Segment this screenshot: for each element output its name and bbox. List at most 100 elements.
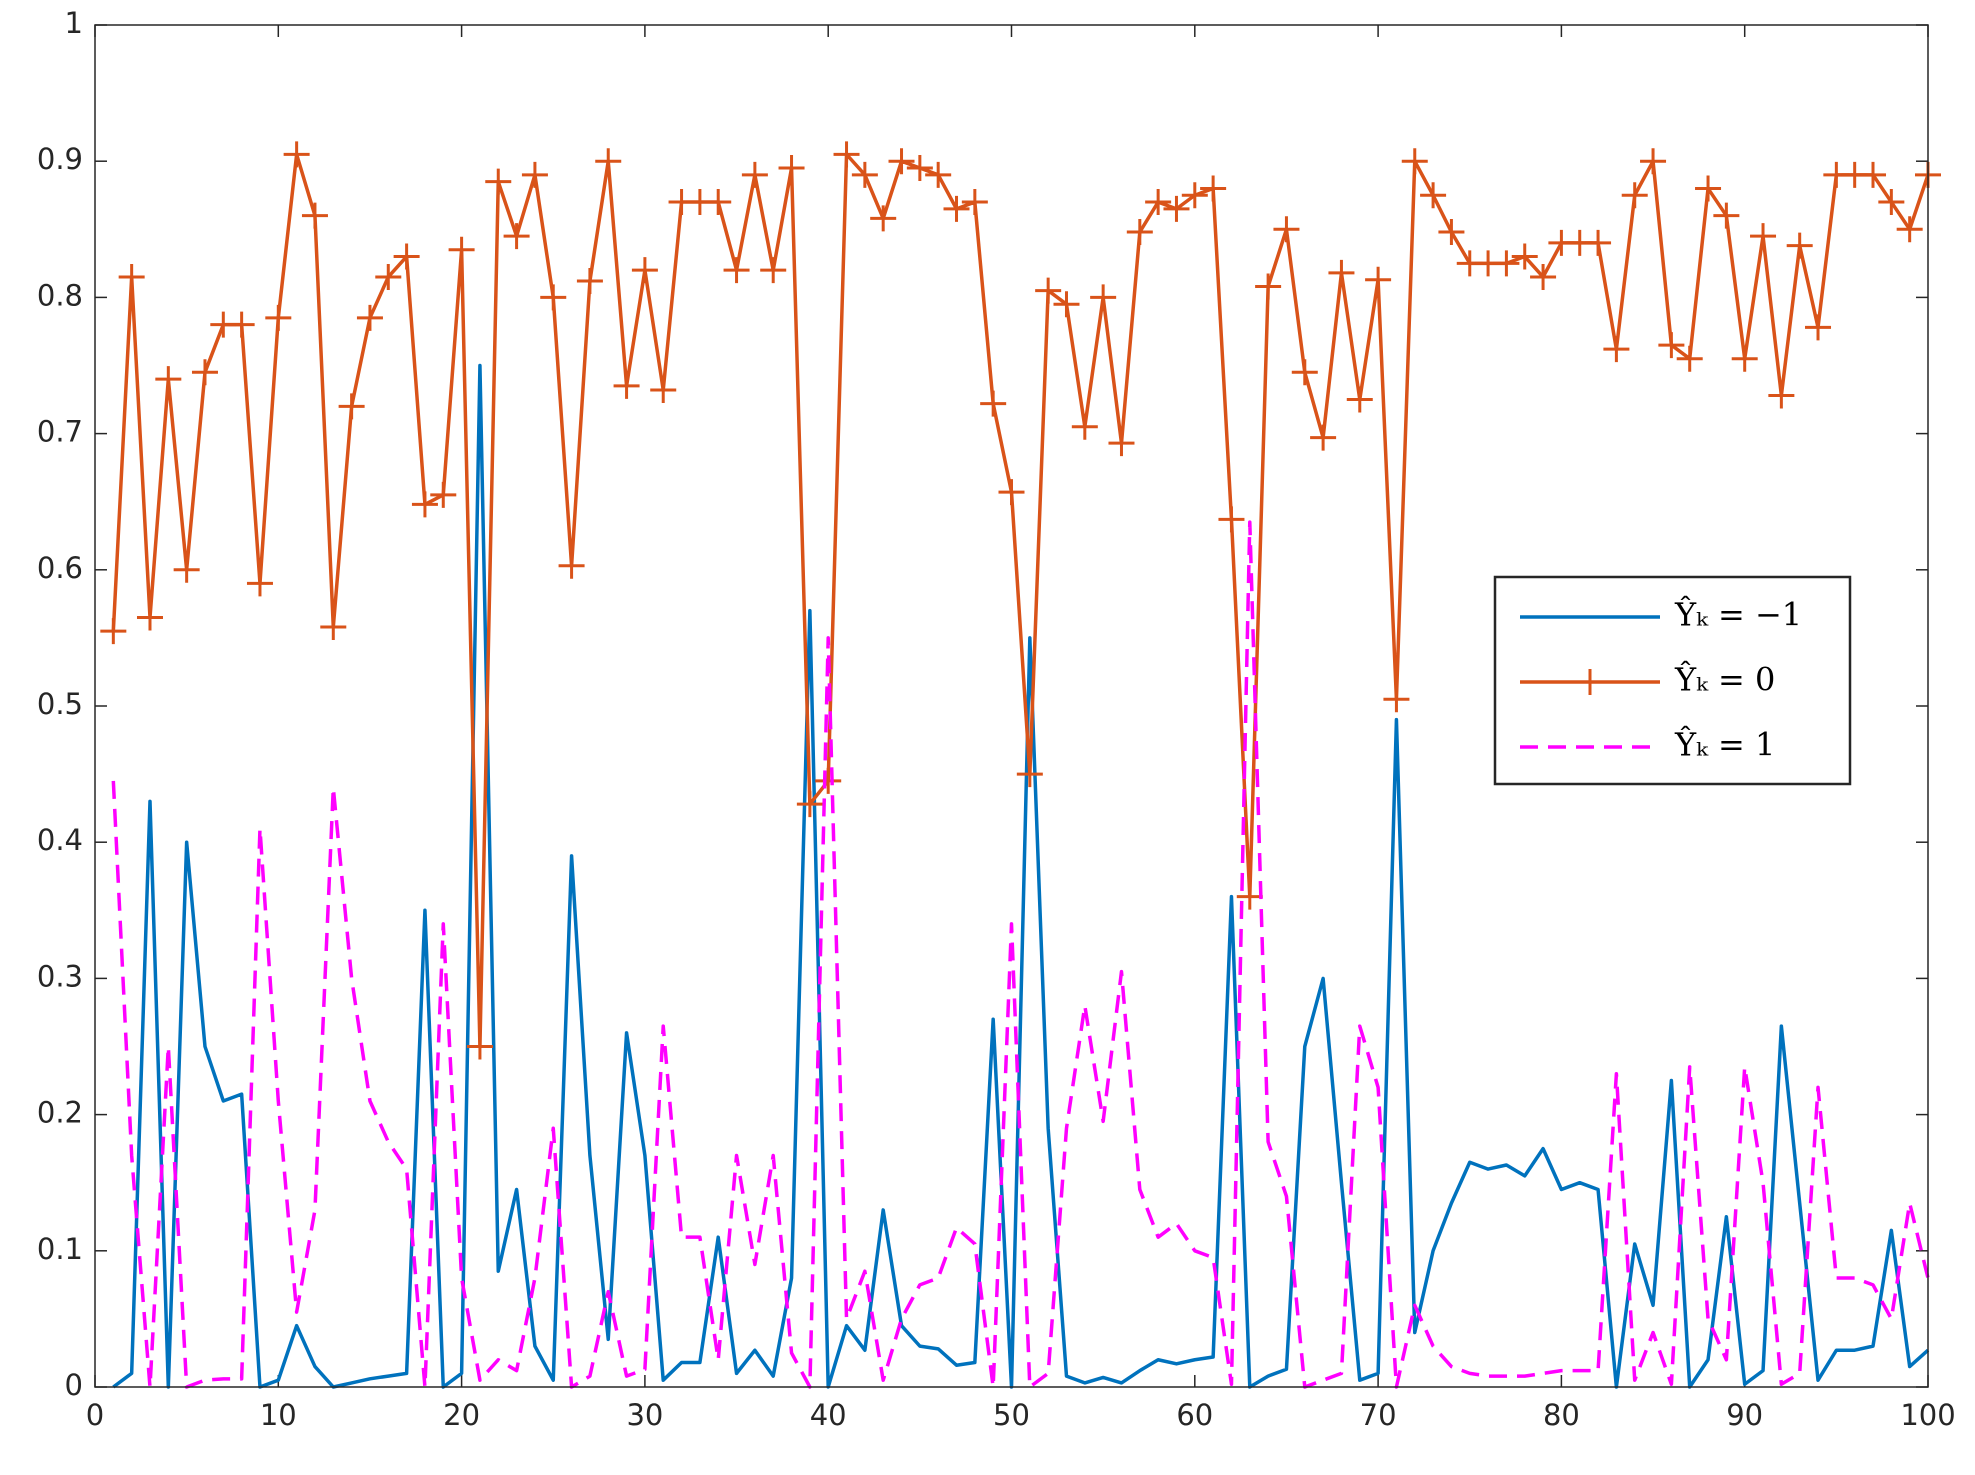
point-marker — [796, 791, 823, 818]
series-line — [111, 520, 1930, 1389]
y-tick-label: 0.2 — [37, 1096, 83, 1130]
x-tick-label: 30 — [626, 1398, 663, 1432]
point-marker — [778, 155, 805, 182]
point-marker — [1365, 266, 1392, 293]
point-marker — [1383, 686, 1410, 713]
y-tick-label: 0.6 — [37, 551, 83, 585]
point-marker — [1420, 182, 1447, 209]
point-marker — [906, 155, 933, 182]
point-marker — [1658, 332, 1685, 359]
point-marker — [338, 393, 365, 420]
point-marker — [1310, 424, 1337, 451]
point-marker — [1181, 182, 1208, 209]
x-tick-label: 100 — [1900, 1398, 1955, 1432]
point-marker — [833, 141, 860, 168]
y-tick-label: 1 — [65, 6, 83, 40]
y-tick-label: 0 — [65, 1368, 83, 1402]
point-marker — [1291, 359, 1318, 386]
y-tick-label: 0.1 — [37, 1232, 83, 1266]
point-marker — [191, 359, 218, 386]
series-line — [112, 363, 1930, 1389]
point-marker — [943, 195, 970, 222]
point-marker — [998, 479, 1025, 506]
point-marker — [356, 304, 383, 331]
point-marker — [173, 556, 200, 583]
point-marker — [301, 202, 328, 229]
point-marker — [265, 304, 292, 331]
y-tick-label: 0.9 — [37, 142, 83, 176]
point-marker — [411, 491, 438, 518]
x-tick-label: 60 — [1176, 1398, 1213, 1432]
point-marker — [283, 141, 310, 168]
point-marker — [136, 604, 163, 631]
point-marker — [1071, 413, 1098, 440]
point-marker — [961, 189, 988, 216]
point-marker — [1786, 232, 1813, 259]
point-marker — [1236, 883, 1263, 910]
x-tick-label: 0 — [86, 1398, 104, 1432]
point-marker — [375, 263, 402, 290]
x-tick-label: 70 — [1360, 1398, 1397, 1432]
point-marker — [1053, 291, 1080, 318]
point-marker — [1163, 195, 1190, 222]
point-marker — [1860, 161, 1887, 188]
legend-marker — [1577, 669, 1603, 695]
legend-label: Ŷₖ = 1 — [1674, 726, 1775, 764]
point-marker — [1896, 216, 1923, 243]
point-marker — [558, 552, 585, 579]
point-marker — [1255, 273, 1282, 300]
x-tick-label: 40 — [810, 1398, 847, 1432]
legend-label: Ŷₖ = −1 — [1674, 596, 1802, 634]
point-marker — [393, 243, 420, 270]
point-marker — [1603, 336, 1630, 363]
point-marker — [1511, 243, 1538, 270]
point-marker — [1438, 219, 1465, 246]
point-marker — [1530, 263, 1557, 290]
point-marker — [705, 189, 732, 216]
point-marker — [1493, 250, 1520, 277]
point-marker — [448, 236, 475, 263]
point-marker — [1585, 229, 1612, 256]
y-tick-label: 0.4 — [37, 823, 83, 857]
point-marker — [466, 1033, 493, 1060]
point-marker — [1273, 216, 1300, 243]
point-marker — [613, 372, 640, 399]
x-tick-label: 90 — [1726, 1398, 1763, 1432]
point-marker — [815, 767, 842, 794]
point-marker — [888, 148, 915, 175]
point-marker — [1200, 175, 1227, 202]
point-marker — [1695, 175, 1722, 202]
x-tick-label: 80 — [1543, 1398, 1580, 1432]
point-marker — [1328, 259, 1355, 286]
x-tick-label: 50 — [993, 1398, 1030, 1432]
point-marker — [1621, 182, 1648, 209]
point-marker — [1731, 345, 1758, 372]
point-marker — [246, 570, 273, 597]
point-marker — [870, 205, 897, 232]
point-marker — [1145, 189, 1172, 216]
point-marker — [100, 618, 127, 645]
point-marker — [118, 263, 145, 290]
point-marker — [485, 168, 512, 195]
point-marker — [503, 223, 530, 250]
point-marker — [1878, 189, 1905, 216]
point-marker — [1108, 430, 1135, 457]
point-marker — [1218, 506, 1245, 533]
point-marker — [1090, 284, 1117, 311]
point-marker — [1750, 223, 1777, 250]
point-marker — [595, 148, 622, 175]
point-marker — [631, 257, 658, 284]
point-marker — [925, 161, 952, 188]
point-marker — [1401, 148, 1428, 175]
x-tick-label: 20 — [443, 1398, 480, 1432]
point-marker — [576, 268, 603, 295]
y-tick-label: 0.7 — [37, 415, 83, 449]
point-marker — [760, 257, 787, 284]
y-tick-label: 0.3 — [37, 959, 83, 993]
point-marker — [1805, 314, 1832, 341]
point-marker — [1035, 277, 1062, 304]
point-marker — [1768, 382, 1795, 409]
point-marker — [980, 390, 1007, 417]
